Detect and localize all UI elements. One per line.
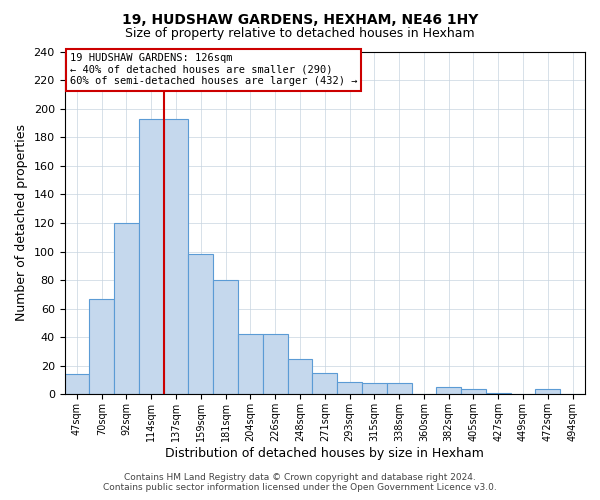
Text: 19 HUDSHAW GARDENS: 126sqm
← 40% of detached houses are smaller (290)
60% of sem: 19 HUDSHAW GARDENS: 126sqm ← 40% of deta… <box>70 53 357 86</box>
Bar <box>486 393 511 394</box>
Bar <box>436 388 461 394</box>
Text: 19, HUDSHAW GARDENS, HEXHAM, NE46 1HY: 19, HUDSHAW GARDENS, HEXHAM, NE46 1HY <box>122 12 478 26</box>
Bar <box>263 334 287 394</box>
Bar <box>188 254 213 394</box>
Bar <box>164 118 188 394</box>
Bar <box>89 298 114 394</box>
Text: Contains HM Land Registry data © Crown copyright and database right 2024.
Contai: Contains HM Land Registry data © Crown c… <box>103 473 497 492</box>
Bar <box>238 334 263 394</box>
Bar <box>535 388 560 394</box>
Bar <box>362 383 387 394</box>
Text: Size of property relative to detached houses in Hexham: Size of property relative to detached ho… <box>125 28 475 40</box>
Bar <box>387 383 412 394</box>
Bar <box>213 280 238 394</box>
Bar <box>65 374 89 394</box>
Bar <box>287 358 313 394</box>
Bar <box>337 382 362 394</box>
Y-axis label: Number of detached properties: Number of detached properties <box>15 124 28 322</box>
Bar <box>461 388 486 394</box>
X-axis label: Distribution of detached houses by size in Hexham: Distribution of detached houses by size … <box>166 447 484 460</box>
Bar <box>139 118 164 394</box>
Bar <box>114 223 139 394</box>
Bar <box>313 373 337 394</box>
